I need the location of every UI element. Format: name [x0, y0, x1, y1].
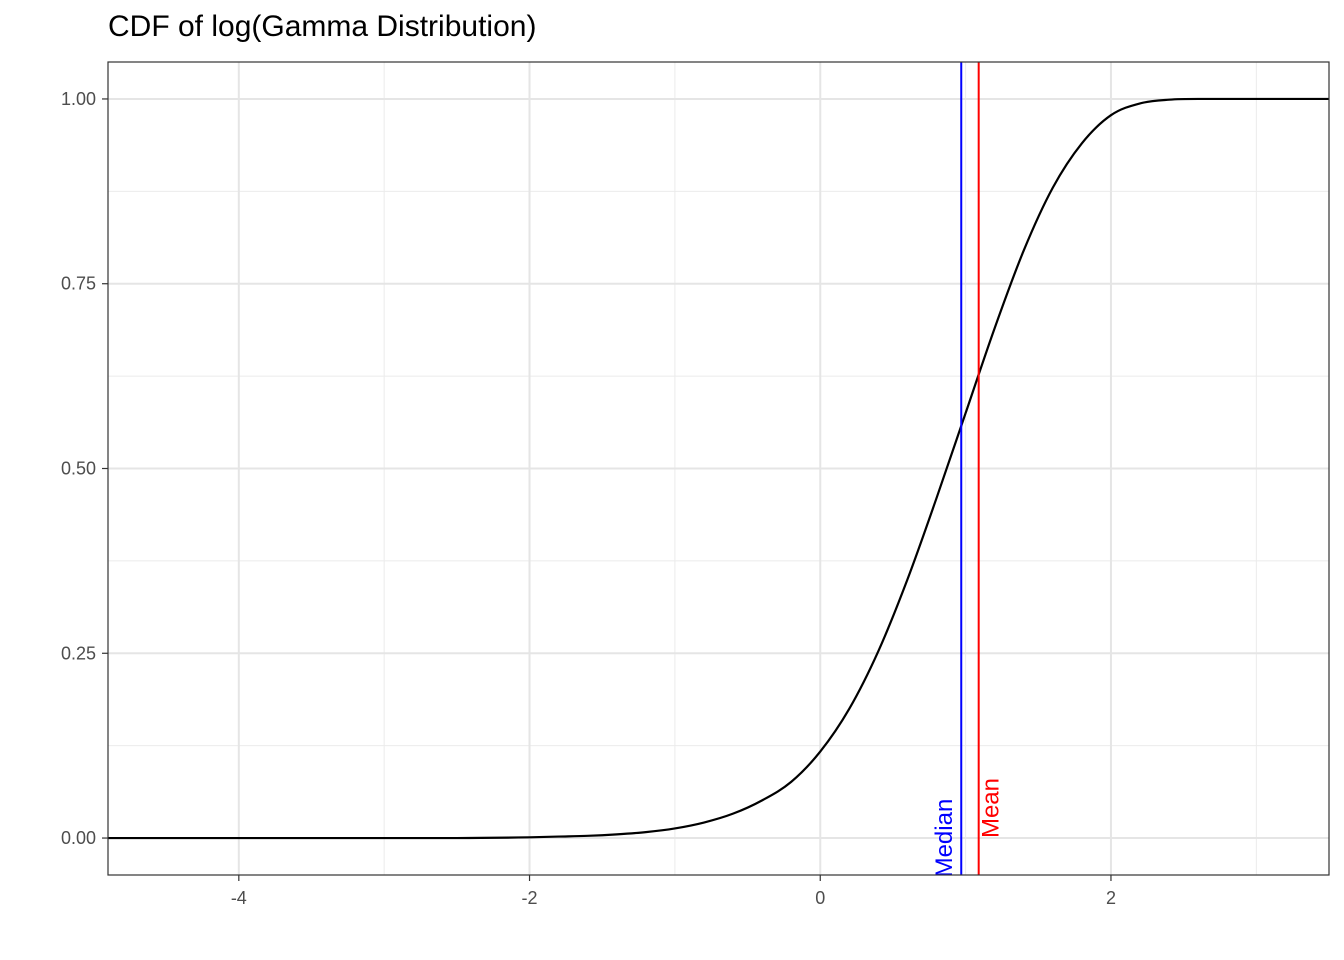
grid-major [108, 62, 1329, 875]
y-tick-label: 1.00 [61, 89, 96, 109]
x-tick-label: 2 [1106, 888, 1116, 908]
y-axis: 0.00 0.25 0.50 0.75 1.00 [61, 89, 108, 848]
series-layer [108, 97, 1329, 840]
mean-label: Mean [978, 778, 1005, 838]
x-axis: -4 -2 0 2 [231, 875, 1116, 908]
x-tick-label: -2 [522, 888, 538, 908]
reference-lines: Median Mean [931, 62, 1005, 878]
x-tick-label: -4 [231, 888, 247, 908]
y-tick-label: 0.50 [61, 459, 96, 479]
median-label: Median [931, 799, 958, 878]
cdf-series-line [108, 97, 1329, 840]
chart-title: CDF of log(Gamma Distribution) [108, 10, 537, 43]
y-tick-label: 0.75 [61, 274, 96, 294]
y-tick-label: 0.00 [61, 828, 96, 848]
y-tick-label: 0.25 [61, 643, 96, 663]
x-tick-label: 0 [815, 888, 825, 908]
